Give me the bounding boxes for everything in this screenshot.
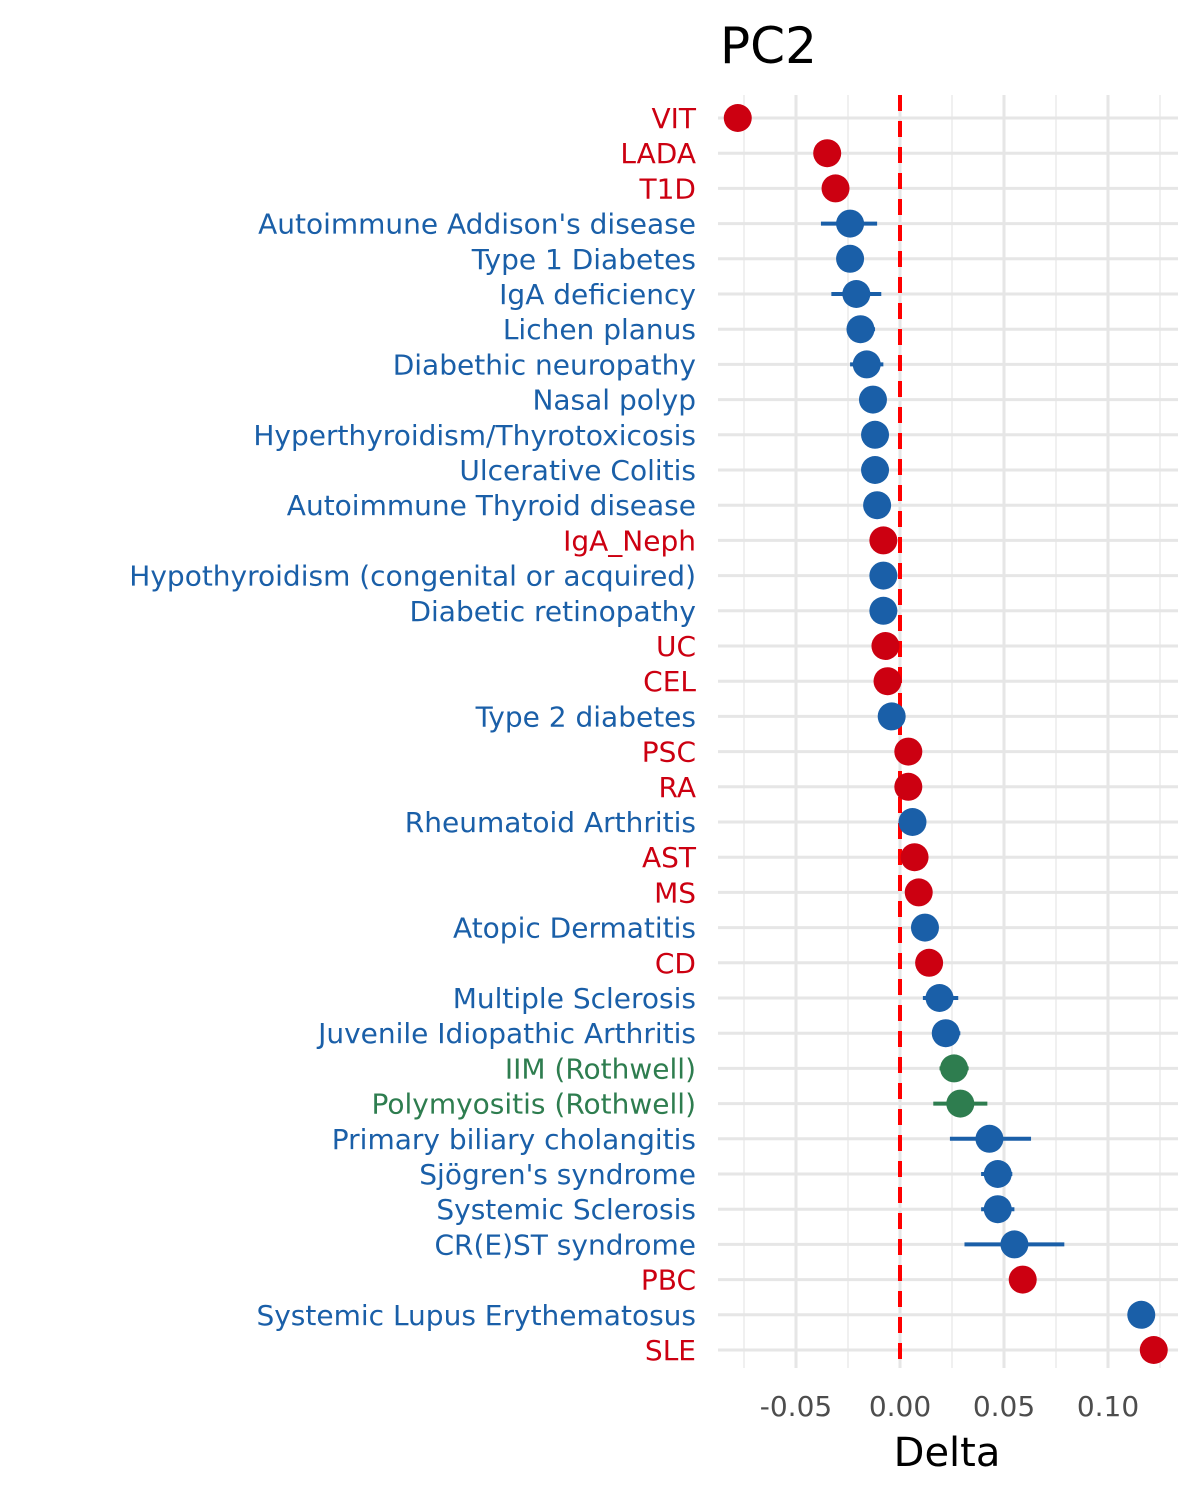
data-point (846, 315, 875, 344)
data-point (898, 808, 927, 836)
data-point (946, 1089, 975, 1118)
category-label: CEL (643, 665, 696, 698)
data-point (873, 667, 902, 696)
category-label: Rheumatoid Arthritis (405, 806, 696, 839)
x-tick-label: -0.05 (760, 1390, 832, 1423)
category-label: Autoimmune Addison's disease (258, 208, 696, 241)
data-point (915, 948, 944, 977)
x-tick-label: 0.05 (973, 1390, 1035, 1423)
chart-title: PC2 (720, 17, 817, 75)
category-label: Diabetic retinopathy (409, 595, 696, 628)
category-label: Ulcerative Colitis (459, 454, 696, 487)
category-label: PSC (642, 736, 696, 769)
category-label: AST (642, 841, 697, 874)
category-label: UC (656, 630, 696, 663)
x-tick-label: 0.00 (869, 1390, 931, 1423)
data-point (869, 526, 898, 555)
data-point (925, 984, 954, 1012)
category-label: CD (655, 947, 696, 980)
data-point (863, 491, 892, 520)
data-point (983, 1195, 1012, 1224)
data-point (975, 1124, 1004, 1153)
data-point (894, 737, 923, 766)
category-label: Multiple Sclerosis (453, 982, 696, 1015)
data-point (861, 456, 890, 484)
points (723, 104, 1168, 1364)
data-point (813, 139, 842, 168)
category-label: Juvenile Idiopathic Arthritis (316, 1017, 696, 1050)
category-label: Systemic Lupus Erythematosus (256, 1299, 696, 1332)
category-label: Autoimmune Thyroid disease (287, 489, 696, 522)
x-tick-label: 0.10 (1077, 1390, 1139, 1423)
data-point (940, 1054, 969, 1083)
category-label: Type 2 diabetes (475, 700, 696, 733)
data-point (861, 420, 890, 449)
category-label: Type 1 Diabetes (471, 243, 696, 276)
category-label: RA (659, 771, 696, 804)
category-label: CR(E)ST syndrome (434, 1228, 696, 1261)
data-point (871, 632, 900, 660)
category-label: Polymyositis (Rothwell) (371, 1088, 696, 1121)
category-label: Primary biliary cholangitis (332, 1123, 696, 1156)
x-tick-labels: -0.05 0.00 0.05 0.10 (760, 1390, 1139, 1423)
data-point (900, 843, 929, 872)
category-label: Hypothyroidism (congenital or acquired) (129, 560, 696, 593)
data-point (869, 596, 898, 625)
x-axis-title: Delta (894, 1430, 1001, 1476)
category-label: IgA deficiency (499, 278, 696, 311)
category-label: T1D (639, 172, 696, 205)
category-label: SLE (645, 1334, 696, 1367)
error-bars (820, 221, 1065, 1247)
category-label: Sjögren's syndrome (419, 1158, 696, 1191)
data-point (904, 878, 933, 907)
data-point (931, 1019, 960, 1048)
category-label: Hyperthyroidism/Thyrotoxicosis (253, 419, 696, 452)
category-label: MS (654, 876, 696, 909)
category-label: IgA_Neph (563, 524, 696, 557)
category-label: VIT (651, 102, 696, 135)
data-point (1127, 1300, 1156, 1329)
category-label: Systemic Sclerosis (436, 1193, 696, 1226)
data-point (821, 174, 850, 203)
category-label: Nasal polyp (532, 384, 696, 417)
category-label: Diabethic neuropathy (393, 348, 696, 381)
category-label: PBC (641, 1264, 696, 1297)
category-label: Lichen planus (503, 313, 696, 346)
grid (718, 95, 1178, 1368)
data-point (836, 244, 865, 273)
data-point (1139, 1336, 1168, 1364)
data-point (842, 280, 871, 308)
data-point (869, 561, 898, 590)
data-point (910, 913, 939, 942)
data-point (894, 772, 923, 801)
category-label: LADA (620, 137, 696, 170)
data-point (877, 702, 906, 731)
data-point (723, 104, 752, 132)
data-point (858, 385, 887, 414)
category-label: IIM (Rothwell) (505, 1052, 696, 1085)
data-point (836, 209, 865, 238)
data-point (852, 350, 881, 379)
data-point (1000, 1230, 1029, 1259)
data-point (1008, 1265, 1037, 1294)
data-point (983, 1160, 1012, 1188)
category-label: Atopic Dermatitis (453, 912, 696, 945)
